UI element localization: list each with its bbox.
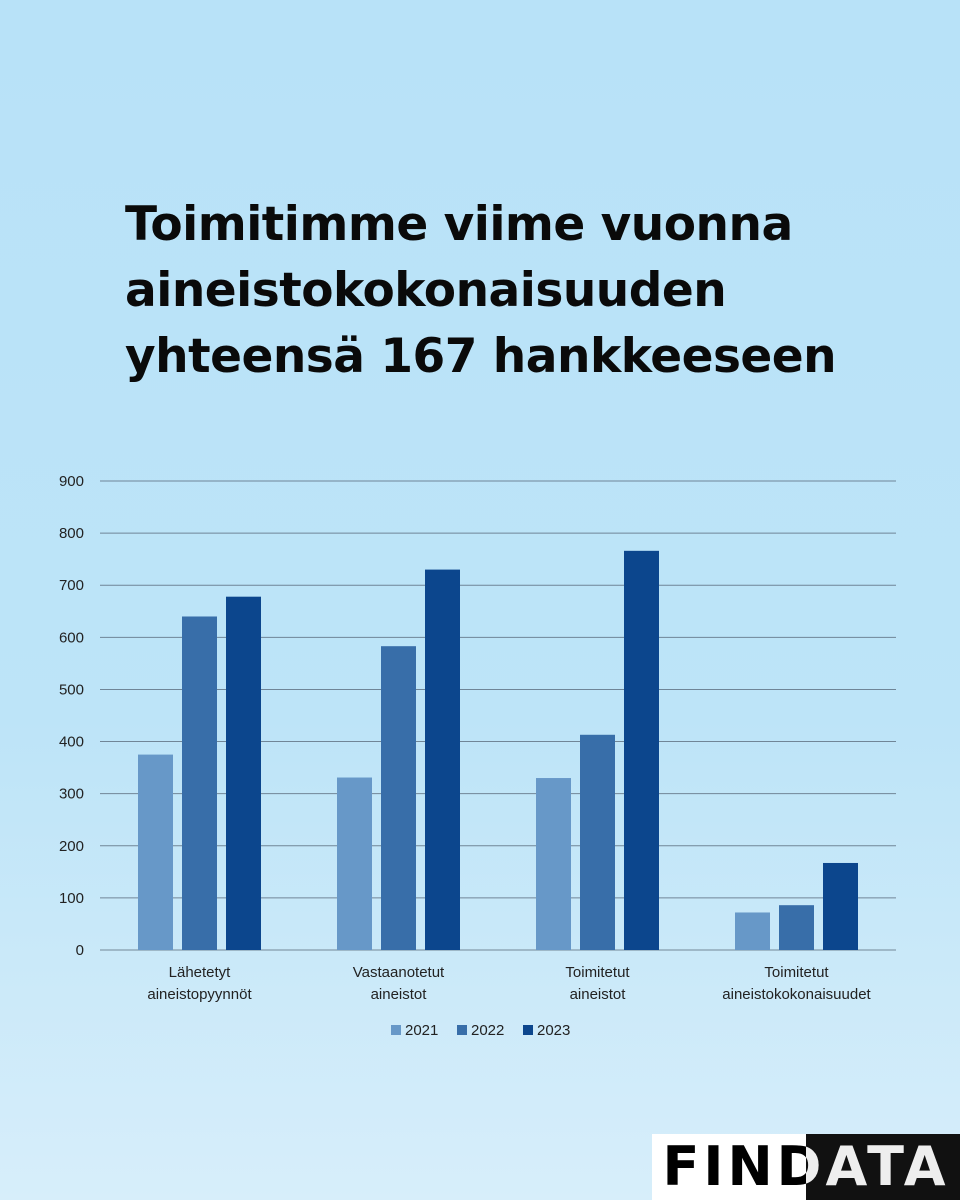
category-labels: Lähetetyt aineistopyynnöt Vastaanotetut ain… bbox=[147, 964, 871, 1003]
category-label-line: aineistokokonaisuudet bbox=[722, 986, 871, 1003]
bar-2021-cat3 bbox=[536, 778, 571, 950]
category-label-1: Lähetetyt aineistopyynnöt bbox=[147, 964, 252, 1003]
category-label-4: Toimitetut aineistokokonaisuudet bbox=[722, 964, 871, 1003]
bar-2023-cat3 bbox=[624, 550, 659, 950]
gridlines bbox=[100, 480, 896, 951]
bar-2023-cat2 bbox=[425, 569, 460, 950]
category-label-2: Vastaanotetut aineistot bbox=[353, 964, 445, 1003]
headline-line-3: yhteensä 167 hankkeeseen bbox=[125, 329, 837, 384]
bar-2023-cat4 bbox=[823, 862, 858, 950]
logo-dark-block bbox=[806, 1134, 960, 1200]
y-tick-label-900: 900 bbox=[59, 473, 84, 490]
legend-swatch-2021 bbox=[391, 1025, 401, 1035]
bar-chart: 0 100 200 300 400 500 600 700 800 900 Lähetetyt ai… bbox=[59, 473, 896, 1039]
y-tick-label-300: 300 bbox=[59, 786, 84, 803]
y-tick-label-800: 800 bbox=[59, 525, 84, 542]
headline-line-2: aineistokokonaisuuden bbox=[125, 263, 727, 318]
category-label-line: Toimitetut bbox=[565, 964, 630, 981]
y-tick-label-600: 600 bbox=[59, 629, 84, 646]
y-axis-tick-labels: 0 100 200 300 400 500 600 700 800 900 bbox=[59, 473, 84, 959]
legend: 2021 2022 2023 bbox=[391, 1022, 570, 1039]
bar-2022-cat2 bbox=[381, 646, 416, 950]
y-tick-label-200: 200 bbox=[59, 838, 84, 855]
bar-2021-cat2 bbox=[337, 777, 372, 950]
legend-label-2022: 2022 bbox=[471, 1022, 504, 1039]
category-label-line: aineistopyynnöt bbox=[147, 986, 252, 1003]
legend-label-2023: 2023 bbox=[537, 1022, 570, 1039]
bar-2022-cat1 bbox=[182, 616, 217, 950]
headline: Toimitimme viime vuonna aineistokokonais… bbox=[125, 192, 885, 390]
category-label-line: Lähetetyt bbox=[169, 964, 232, 981]
bar-2021-cat4 bbox=[735, 912, 770, 950]
y-tick-label-500: 500 bbox=[59, 681, 84, 698]
headline-line-1: Toimitimme viime vuonna bbox=[125, 197, 793, 252]
legend-label-2021: 2021 bbox=[405, 1022, 438, 1039]
y-tick-label-100: 100 bbox=[59, 890, 84, 907]
category-label-3: Toimitetut aineistot bbox=[565, 964, 630, 1003]
y-tick-label-400: 400 bbox=[59, 734, 84, 751]
logo-text: FINDATA bbox=[662, 1135, 950, 1198]
legend-swatch-2023 bbox=[523, 1025, 533, 1035]
bar-2023-cat1 bbox=[226, 596, 261, 950]
findata-logo: FINDATA bbox=[652, 1134, 960, 1200]
bar-2022-cat4 bbox=[779, 905, 814, 950]
legend-swatch-2022 bbox=[457, 1025, 467, 1035]
y-tick-label-0: 0 bbox=[76, 942, 84, 959]
category-label-line: aineistot bbox=[570, 986, 627, 1003]
bar-2022-cat3 bbox=[580, 734, 615, 950]
category-label-line: Toimitetut bbox=[764, 964, 829, 981]
bar-2021-cat1 bbox=[138, 754, 173, 950]
category-label-line: aineistot bbox=[371, 986, 428, 1003]
category-label-line: Vastaanotetut bbox=[353, 964, 445, 981]
bars bbox=[138, 550, 858, 950]
y-tick-label-700: 700 bbox=[59, 577, 84, 594]
